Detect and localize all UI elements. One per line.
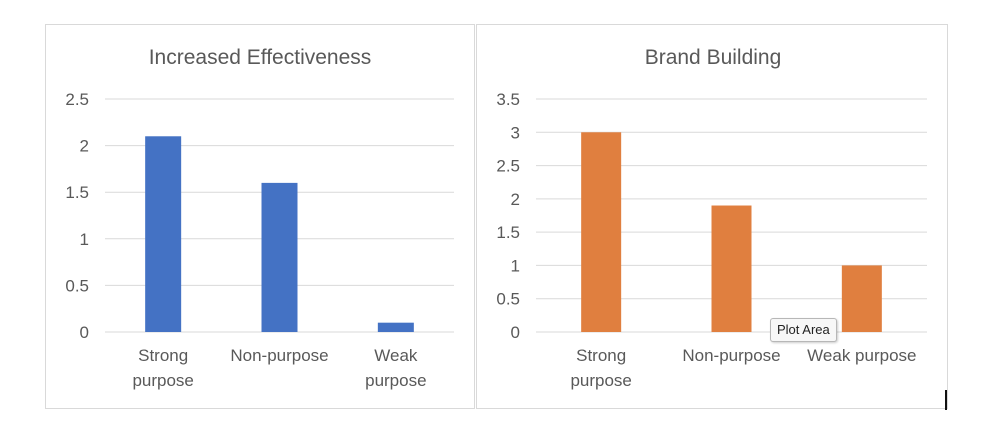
x-category-label: purpose <box>365 371 426 390</box>
y-tick-label: 0 <box>511 323 520 342</box>
y-tick-label: 2.5 <box>65 90 89 109</box>
y-tick-label: 0 <box>80 323 89 342</box>
x-category-label: Strong <box>576 346 626 365</box>
y-tick-label: 1.5 <box>65 183 89 202</box>
y-tick-label: 1 <box>511 256 520 275</box>
bar <box>377 322 414 332</box>
chart-panel-brand-building[interactable]: Brand Building 0 0.5 1 1.5 2 2.5 3 3.5 Strong purp… <box>476 24 948 409</box>
y-tick-label: 3.5 <box>496 90 520 109</box>
y-tick-label: 0.5 <box>65 276 89 295</box>
y-tick-label: 2.5 <box>496 157 520 176</box>
x-category-label: Non-purpose <box>230 346 328 365</box>
chart-increased-effectiveness: Increased Effectiveness 0 0.5 1 1.5 2 2.5 Stron… <box>65 46 454 390</box>
x-category-label: purpose <box>570 371 631 390</box>
bar <box>261 182 298 332</box>
x-category-label: Non-purpose <box>682 346 780 365</box>
chart-title: Increased Effectiveness <box>149 46 372 69</box>
text-cursor <box>945 390 947 410</box>
chart-panel-increased-effectiveness[interactable]: Increased Effectiveness 0 0.5 1 1.5 2 2.5 Stron… <box>45 24 475 409</box>
y-tick-label: 2 <box>511 190 520 209</box>
bar <box>711 205 752 332</box>
y-tick-label: 0.5 <box>496 290 520 309</box>
y-tick-label: 3 <box>511 123 520 142</box>
bar <box>581 132 622 332</box>
plot-area-tooltip: Plot Area <box>770 318 837 342</box>
y-tick-label: 1.5 <box>496 223 520 242</box>
x-category-label: purpose <box>132 371 193 390</box>
bar <box>841 265 882 332</box>
x-category-label: Strong <box>138 346 188 365</box>
chart-brand-building: Brand Building 0 0.5 1 1.5 2 2.5 3 3.5 Strong purp… <box>496 46 927 390</box>
chart-title: Brand Building <box>645 46 782 69</box>
y-tick-label: 1 <box>80 230 89 249</box>
y-tick-label: 2 <box>80 137 89 156</box>
bar <box>145 136 182 332</box>
x-category-label: Weak purpose <box>807 346 916 365</box>
x-category-label: Weak <box>374 346 418 365</box>
